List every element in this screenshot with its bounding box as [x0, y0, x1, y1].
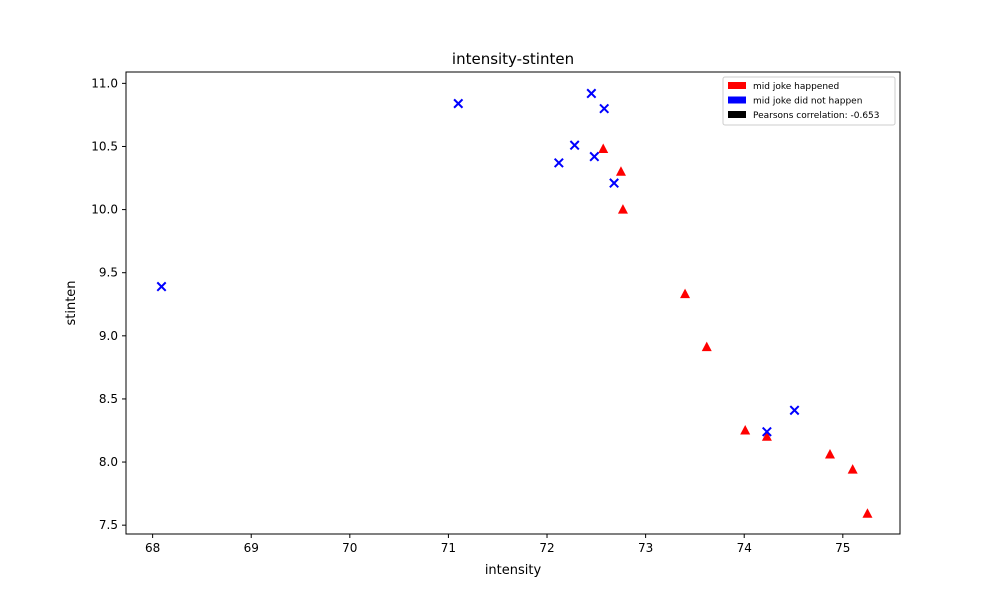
data-point-x	[609, 178, 619, 188]
series-2	[156, 88, 800, 437]
legend-swatch	[728, 111, 746, 118]
data-point-triangle	[862, 508, 873, 518]
x-axis-label: intensity	[485, 563, 542, 578]
x-tick-label: 69	[244, 541, 259, 555]
x-tick-label: 71	[441, 541, 456, 555]
data-point-x	[586, 88, 597, 99]
x-tick-label: 75	[835, 541, 850, 555]
series-1	[598, 143, 873, 518]
y-tick-label: 9.5	[99, 266, 118, 280]
axis-ticks: 68 69 70 71 72 73 74 75 7.5 8.0 8.5 9.0 9.5 10.0 10.5 1…	[91, 76, 850, 555]
x-tick-label: 72	[539, 541, 554, 555]
y-tick-label: 9.0	[99, 329, 118, 343]
data-point-triangle	[680, 288, 691, 299]
data-point-triangle	[740, 424, 751, 435]
plot-frame	[125, 71, 901, 535]
legend-box	[722, 76, 896, 126]
legend-label: Pearsons correlation: -0.653	[753, 111, 880, 121]
data-point-x	[761, 426, 772, 437]
legend-swatch	[728, 96, 746, 104]
y-tick-label: 8.5	[99, 392, 118, 406]
data-point-triangle	[761, 431, 772, 441]
data-point-triangle	[617, 204, 628, 214]
y-axis-label: stinten	[64, 280, 79, 325]
y-tick-label: 10.5	[91, 139, 118, 153]
data-point-triangle	[598, 143, 609, 153]
y-tick-label: 11.0	[91, 76, 118, 90]
legend-swatch	[728, 82, 746, 89]
legend-label: mid joke did not happen	[753, 97, 862, 107]
data-point-x	[569, 140, 580, 151]
data-point-x	[553, 157, 564, 168]
chart-title: intensity-stinten	[452, 50, 574, 68]
data-point-triangle	[615, 166, 626, 176]
plot-area	[156, 88, 873, 518]
x-tick-label: 70	[342, 541, 357, 555]
legend-label: mid joke happened	[753, 82, 839, 92]
y-tick-label: 10.0	[91, 203, 118, 217]
data-point-x	[589, 151, 600, 162]
x-tick-label: 74	[737, 541, 752, 555]
x-tick-label: 73	[638, 541, 653, 555]
data-point-x	[453, 98, 464, 109]
y-tick-label: 8.0	[99, 455, 118, 469]
legend: mid joke happened mid joke did not happen…	[722, 76, 896, 126]
data-point-triangle	[701, 341, 712, 352]
x-tick-label: 68	[145, 541, 160, 555]
data-point-x	[156, 281, 167, 292]
data-point-triangle	[847, 464, 858, 474]
data-point-x	[789, 405, 800, 416]
y-tick-label: 7.5	[99, 518, 118, 532]
data-point-triangle	[824, 448, 835, 459]
data-point-x	[599, 103, 610, 114]
